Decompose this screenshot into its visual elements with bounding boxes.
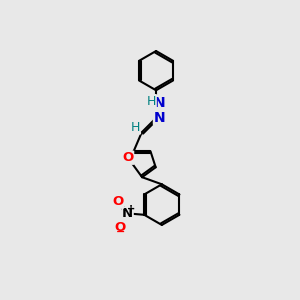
Text: O: O [112, 195, 124, 208]
Text: −: − [116, 227, 126, 237]
Text: H: H [146, 94, 156, 108]
Text: N: N [122, 207, 133, 220]
Text: N: N [154, 110, 165, 124]
Text: H: H [146, 94, 156, 108]
Text: H: H [130, 121, 140, 134]
Text: H: H [146, 94, 156, 108]
Text: N: N [154, 95, 165, 110]
Text: +: + [128, 205, 136, 214]
Text: N: N [122, 207, 133, 220]
Text: O: O [115, 220, 126, 233]
Text: +: + [128, 205, 136, 214]
Text: N: N [154, 95, 165, 110]
Text: H: H [130, 121, 140, 134]
Text: N: N [154, 110, 165, 124]
Text: H: H [130, 121, 140, 134]
Text: O: O [112, 195, 124, 208]
Text: O: O [122, 151, 134, 164]
Text: O: O [115, 220, 126, 233]
Text: −: − [116, 227, 126, 237]
Text: O: O [122, 151, 134, 164]
